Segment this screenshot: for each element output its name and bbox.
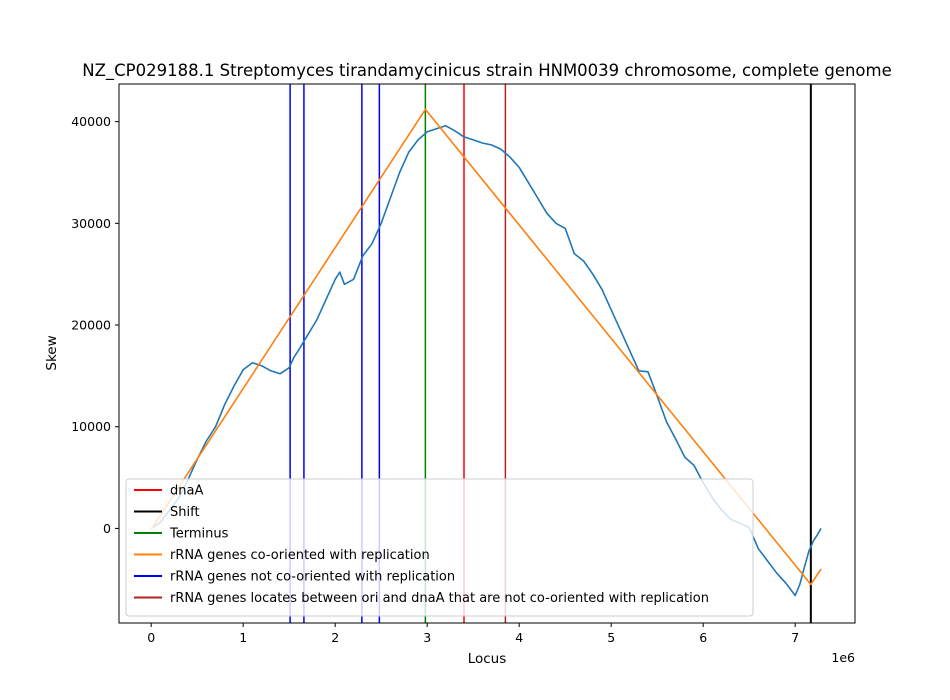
y-tick-label-2: 20000 (71, 318, 111, 333)
x-axis-label: Locus (468, 651, 507, 667)
series-fit-line (150, 108, 822, 586)
x-tick-label-4: 4 (515, 630, 523, 645)
legend-label-3: rRNA genes co-oriented with replication (170, 548, 430, 563)
y-tick-label-4: 40000 (71, 114, 111, 129)
legend-label-2: Terminus (169, 527, 229, 542)
x-tick-label-0: 0 (147, 630, 155, 645)
plot-frame (118, 83, 856, 624)
x-tick-label-7: 7 (791, 630, 799, 645)
y-axis-label: Skew (44, 335, 60, 370)
legend-label-1: Shift (170, 505, 200, 520)
y-tick-label-1: 10000 (71, 419, 111, 434)
x-tick-label-6: 6 (699, 630, 707, 645)
y-tick-label-0: 0 (103, 521, 111, 536)
x-tick-label-2: 2 (331, 630, 339, 645)
chart-title: NZ_CP029188.1 Streptomyces tirandamycini… (82, 61, 892, 81)
x-tick-label-1: 1 (239, 630, 247, 645)
x-tick-label-5: 5 (607, 630, 615, 645)
legend-label-0: dnaA (170, 484, 203, 499)
x-tick-label-3: 3 (423, 630, 431, 645)
x-offset-label: 1e6 (831, 650, 855, 665)
y-tick-label-3: 30000 (71, 216, 111, 231)
legend-label-4: rRNA genes not co-oriented with replicat… (170, 570, 455, 585)
legend-box (125, 478, 754, 617)
legend-label-5: rRNA genes locates between ori and dnaA … (170, 591, 709, 606)
